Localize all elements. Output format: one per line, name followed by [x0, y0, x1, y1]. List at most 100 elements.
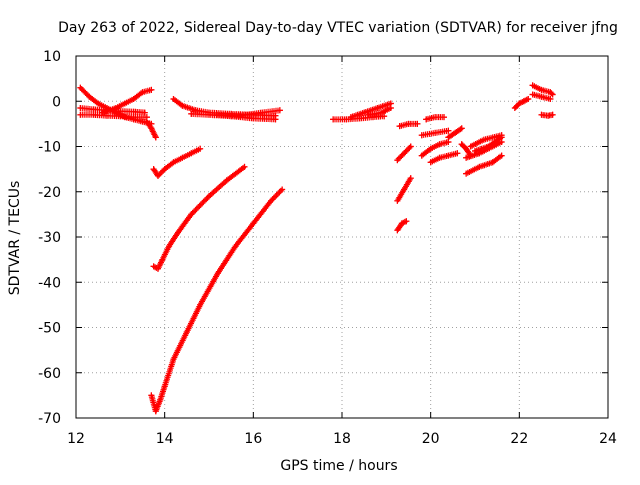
data-point: [148, 392, 155, 399]
data-point: [549, 91, 556, 98]
data-point: [232, 243, 239, 250]
data-point: [150, 166, 157, 173]
data-point: [148, 86, 155, 93]
data-point: [436, 141, 443, 148]
data-series-arc-t: [418, 139, 452, 159]
grid: [76, 56, 608, 418]
data-point: [445, 134, 452, 141]
data-point: [279, 186, 286, 193]
data-point: [401, 150, 408, 157]
data-point: [152, 134, 159, 141]
data-series-arc-aa: [467, 132, 505, 150]
data-point: [347, 114, 354, 121]
y-axis-label: SDTVAR / TECUs: [7, 181, 23, 296]
data-point: [511, 105, 518, 111]
data-series-arc-af: [538, 111, 556, 119]
data-point: [463, 154, 470, 161]
data-points: [77, 82, 556, 415]
data-point: [489, 159, 496, 166]
data-point: [498, 152, 505, 159]
data-point: [206, 111, 212, 118]
data-point: [394, 197, 401, 204]
data-point: [458, 141, 465, 148]
data-point: [525, 96, 532, 102]
data-point: [183, 329, 190, 335]
data-point: [197, 145, 204, 152]
y-tick-label: -60: [38, 366, 61, 382]
series-trace: [427, 150, 461, 166]
data-point: [159, 256, 166, 263]
x-tick-label: 20: [422, 431, 440, 447]
data-point: [188, 110, 195, 117]
data-point: [549, 111, 556, 118]
data-point: [458, 125, 465, 132]
data-point: [77, 111, 84, 118]
data-point: [427, 145, 434, 152]
y-tick-label: -70: [38, 411, 61, 427]
data-series-arc-g: [150, 163, 248, 272]
data-series-arc-u: [418, 127, 452, 139]
data-point: [467, 143, 474, 150]
x-tick-label: 24: [599, 431, 617, 447]
data-point: [170, 159, 177, 166]
data-point: [414, 120, 421, 127]
data-point: [480, 136, 487, 143]
data-point: [498, 134, 505, 141]
data-point: [188, 150, 195, 157]
data-series-arc-ab: [472, 134, 505, 154]
data-point: [387, 105, 394, 111]
data-point: [95, 100, 102, 107]
data-point: [170, 356, 177, 363]
data-point: [117, 108, 124, 115]
data-point: [139, 89, 146, 96]
data-point: [161, 166, 168, 173]
data-point: [407, 143, 414, 150]
data-point: [476, 163, 483, 170]
data-point: [175, 229, 181, 236]
data-point: [77, 84, 84, 91]
data-series-arc-e: [143, 118, 159, 141]
data-point: [463, 145, 470, 152]
data-series-arc-m: [347, 100, 394, 121]
data-series-arc-d: [99, 86, 155, 116]
x-tick-label: 12: [67, 431, 85, 447]
data-point: [330, 116, 337, 123]
data-point: [152, 408, 159, 415]
data-series-arc-n: [365, 105, 394, 118]
data-series-arc-ae: [529, 91, 554, 102]
data-point: [441, 114, 447, 121]
data-point: [403, 218, 410, 225]
data-point: [538, 86, 545, 93]
data-point: [401, 186, 408, 193]
data-point: [423, 116, 430, 123]
data-point: [188, 211, 195, 218]
data-point: [77, 105, 84, 111]
data-series-arc-q: [394, 143, 414, 164]
data-point: [454, 150, 461, 157]
data-point: [374, 105, 381, 111]
data-point: [141, 109, 148, 116]
data-series-arc-w: [445, 125, 465, 141]
data-point: [365, 111, 372, 118]
data-point: [90, 111, 97, 118]
data-series-arc-l: [330, 113, 388, 123]
data-point: [272, 116, 279, 123]
data-point: [485, 143, 492, 150]
x-tick-label: 18: [333, 431, 351, 447]
series-trace: [148, 186, 286, 415]
data-series-arc-p: [394, 175, 414, 204]
data-point: [432, 114, 439, 121]
data-point: [250, 220, 257, 227]
data-point: [436, 154, 443, 161]
data-point: [276, 107, 283, 114]
data-point: [241, 163, 248, 170]
data-series-arc-ad: [529, 82, 556, 98]
data-point: [394, 157, 401, 164]
data-point: [445, 152, 452, 159]
data-point: [155, 265, 161, 272]
data-point: [538, 111, 545, 118]
data-point: [112, 105, 119, 111]
data-point: [86, 93, 93, 100]
data-point: [472, 148, 478, 154]
